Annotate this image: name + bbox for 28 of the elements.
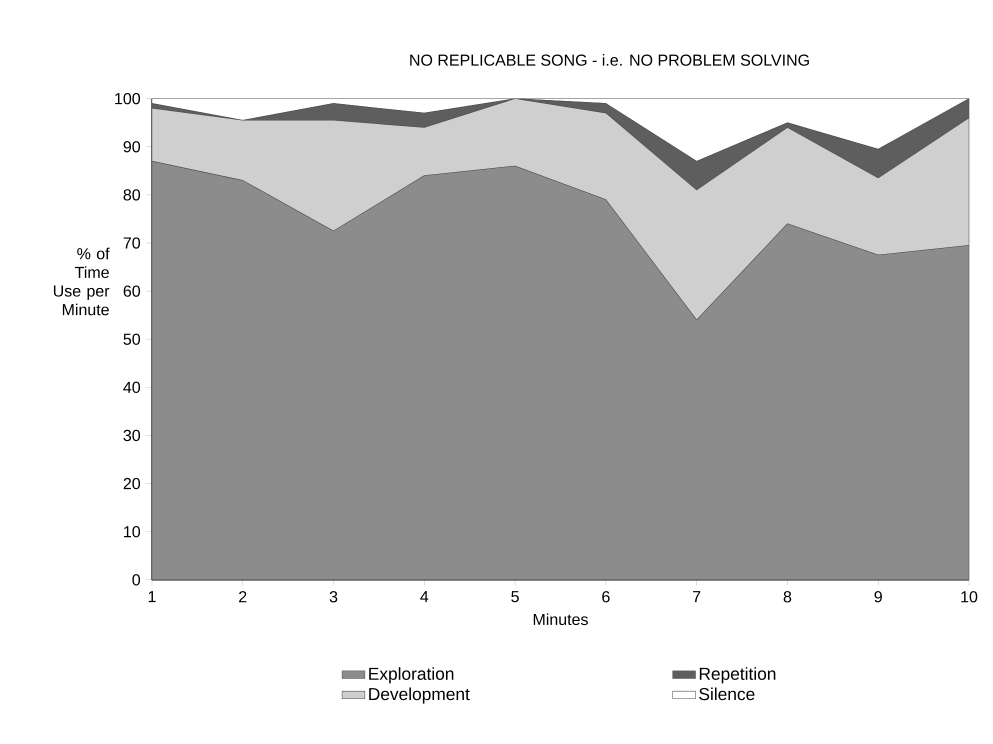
- y-tick-label: 40: [123, 382, 140, 394]
- legend-label: Development: [369, 688, 470, 704]
- y-tick-label: 30: [123, 430, 140, 442]
- legend-label: Exploration: [369, 667, 454, 684]
- y-tick-label: 10: [124, 526, 140, 538]
- x-tick-label: 10: [961, 591, 978, 603]
- y-tick-label: 90: [124, 141, 140, 153]
- y-tick-label: 0: [132, 574, 140, 586]
- y-axis-title: % of Time Use per Minute: [54, 248, 110, 316]
- x-tick-label: 1: [148, 591, 156, 602]
- y-tick-label: 100: [115, 93, 140, 104]
- legend-label: Repetition: [700, 667, 776, 684]
- x-axis-title: Minutes: [534, 613, 588, 626]
- x-tick-label: 2: [239, 591, 246, 602]
- x-tick-label: 8: [784, 591, 792, 603]
- x-tick-label: 7: [693, 591, 700, 602]
- x-tick-label: 6: [602, 591, 610, 603]
- x-tick-label: 9: [874, 591, 882, 603]
- y-tick-label: 70: [124, 237, 140, 249]
- y-tick-label: 50: [124, 334, 140, 345]
- y-tick-label: 80: [124, 189, 140, 201]
- x-tick-label: 5: [511, 591, 519, 602]
- chart-title: NO REPLICABLE SONG - i.e. NO PROBLEM SOLVING: [410, 54, 809, 66]
- x-tick-label: 3: [330, 591, 338, 603]
- x-tick-label: 4: [420, 591, 428, 602]
- legend-label: Silence: [699, 688, 754, 700]
- y-tick-label: 20: [124, 478, 140, 490]
- y-tick-label: 60: [124, 286, 140, 297]
